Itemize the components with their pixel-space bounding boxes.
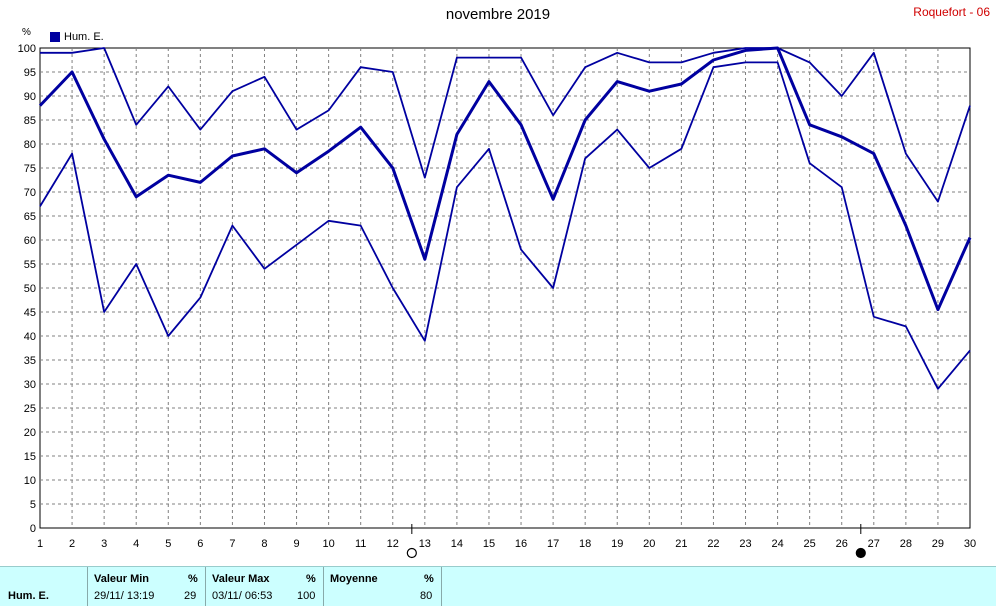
x-tick-label: 13 bbox=[419, 538, 431, 550]
x-tick-label: 7 bbox=[229, 538, 235, 550]
y-tick-label: 0 bbox=[30, 523, 36, 535]
y-tick-label: 5 bbox=[30, 499, 36, 511]
stats-divider bbox=[323, 567, 324, 606]
x-tick-label: 27 bbox=[868, 538, 880, 550]
series-line-min bbox=[39, 61, 971, 390]
x-tick-label: 23 bbox=[739, 538, 751, 550]
stats-max-unit: % bbox=[306, 573, 316, 585]
x-tick-label: 14 bbox=[451, 538, 463, 550]
stats-min-datetime: 29/11/ 13:19 bbox=[94, 590, 155, 602]
x-tick-label: 18 bbox=[579, 538, 591, 550]
y-tick-label: 85 bbox=[24, 115, 36, 127]
series-line-mean bbox=[38, 46, 972, 312]
x-tick-label: 12 bbox=[387, 538, 399, 550]
gridlines bbox=[40, 48, 970, 528]
stats-max-datetime: 03/11/ 06:53 bbox=[212, 590, 273, 602]
y-tick-label: 50 bbox=[24, 283, 36, 295]
series-lines bbox=[38, 46, 972, 390]
x-tick-label: 2 bbox=[69, 538, 75, 550]
y-tick-label: 80 bbox=[24, 139, 36, 151]
y-tick-label: 40 bbox=[24, 331, 36, 343]
stats-divider bbox=[441, 567, 442, 606]
series-line-max bbox=[40, 47, 971, 203]
x-tick-label: 5 bbox=[165, 538, 171, 550]
x-tick-label: 1 bbox=[37, 538, 43, 550]
x-tick-label: 22 bbox=[707, 538, 719, 550]
x-tick-label: 6 bbox=[197, 538, 203, 550]
y-tick-label: 10 bbox=[24, 475, 36, 487]
full-moon-icon bbox=[855, 547, 866, 559]
x-tick-label: 3 bbox=[101, 538, 107, 550]
x-tick-label: 28 bbox=[900, 538, 912, 550]
stats-divider bbox=[87, 567, 88, 606]
y-tick-label: 90 bbox=[24, 91, 36, 103]
humidity-chart: 0510152025303540455055606570758085909510… bbox=[18, 43, 976, 559]
stats-row-label: Hum. E. bbox=[8, 590, 49, 602]
stats-min-unit: % bbox=[188, 573, 198, 585]
x-tick-label: 4 bbox=[133, 538, 139, 550]
y-tick-label: 15 bbox=[24, 451, 36, 463]
x-tick-label: 26 bbox=[836, 538, 848, 550]
y-tick-label: 95 bbox=[24, 67, 36, 79]
x-tick-label: 21 bbox=[675, 538, 687, 550]
x-tick-label: 16 bbox=[515, 538, 527, 550]
y-tick-label: 100 bbox=[18, 43, 36, 55]
x-tick-label: 9 bbox=[293, 538, 299, 550]
x-tick-label: 17 bbox=[547, 538, 559, 550]
stats-panel: Hum. E. Valeur Min % 29/11/ 13:19 29 Val… bbox=[0, 566, 996, 606]
x-tick-label: 30 bbox=[964, 538, 976, 550]
stats-mean-unit: % bbox=[424, 573, 434, 585]
stats-divider bbox=[205, 567, 206, 606]
y-unit-label: % bbox=[22, 27, 31, 38]
new-moon-icon bbox=[406, 547, 417, 559]
legend: Hum. E. bbox=[50, 31, 104, 43]
x-tick-label: 20 bbox=[643, 538, 655, 550]
legend-swatch bbox=[50, 32, 60, 42]
y-tick-label: 35 bbox=[24, 355, 36, 367]
y-tick-label: 20 bbox=[24, 427, 36, 439]
y-tick-label: 30 bbox=[24, 379, 36, 391]
station-name: Roquefort - 06 bbox=[913, 5, 990, 19]
x-tick-label: 24 bbox=[771, 538, 783, 550]
y-tick-label: 75 bbox=[24, 163, 36, 175]
y-tick-label: 25 bbox=[24, 403, 36, 415]
x-tick-label: 25 bbox=[804, 538, 816, 550]
chart-title: novembre 2019 bbox=[445, 6, 551, 23]
axes: 0510152025303540455055606570758085909510… bbox=[18, 43, 976, 550]
y-tick-label: 60 bbox=[24, 235, 36, 247]
y-tick-label: 70 bbox=[24, 187, 36, 199]
x-tick-label: 11 bbox=[355, 538, 366, 550]
x-tick-label: 19 bbox=[611, 538, 623, 550]
stats-max-value: 100 bbox=[297, 590, 316, 602]
legend-label: Hum. E. bbox=[64, 31, 104, 43]
y-tick-label: 55 bbox=[24, 259, 36, 271]
stats-mean-header: Moyenne bbox=[330, 573, 378, 585]
x-tick-label: 15 bbox=[483, 538, 495, 550]
moon-markers bbox=[406, 524, 866, 559]
stats-mean-value: 80 bbox=[420, 590, 433, 602]
y-tick-label: 45 bbox=[24, 307, 36, 319]
x-tick-label: 8 bbox=[261, 538, 267, 550]
y-tick-label: 65 bbox=[24, 211, 36, 223]
x-tick-label: 10 bbox=[322, 538, 334, 550]
x-tick-label: 29 bbox=[932, 538, 944, 550]
stats-min-header: Valeur Min bbox=[94, 573, 150, 585]
stats-min-value: 29 bbox=[184, 590, 197, 602]
stats-max-header: Valeur Max bbox=[212, 573, 270, 585]
